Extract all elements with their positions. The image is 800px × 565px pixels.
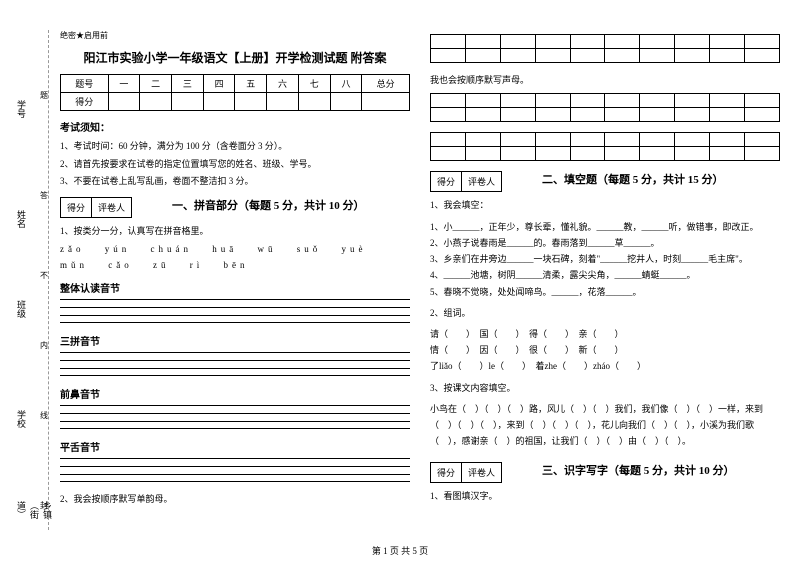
col2-instruction: 我也会按顺序默写声母。 [430, 73, 780, 87]
word-row-a: 请（ ） 国（ ） 得（ ） 亲（ ） [430, 326, 780, 342]
pinyin-grid-4[interactable] [60, 458, 410, 482]
q2-3-text: 小鸟在（ ）（ ）（ ）路，风儿（ ）（ ）我们，我们像（ ）（ ）一样，来到（… [430, 401, 780, 450]
notice-3: 3、不要在试卷上乱写乱画，卷面不整洁扣 3 分。 [60, 175, 410, 189]
th: 四 [203, 75, 235, 93]
grader-label: 评卷人 [92, 197, 132, 218]
part1-title: 一、拼音部分（每题 5 分，共计 10 分） [172, 197, 365, 218]
th: 二 [140, 75, 172, 93]
th: 题号 [61, 75, 109, 93]
score-summary-table: 题号 一 二 三 四 五 六 七 八 总分 得分 [60, 74, 410, 111]
table-row: 得分 [61, 93, 410, 111]
part2-title: 二、填空题（每题 5 分，共计 15 分） [542, 171, 724, 192]
heading-three: 三拼音节 [60, 333, 410, 348]
score-box-2: 得分 评卷人 二、填空题（每题 5 分，共计 15 分） [430, 171, 780, 192]
part3-title: 三、识字写字（每题 5 分，共计 10 分） [542, 462, 735, 483]
q1-2: 2、我会按顺序默写单韵母。 [60, 492, 410, 506]
score-label: 得分 [430, 171, 462, 192]
q2-3-head: 3、按课文内容填空。 [430, 381, 780, 395]
right-column: 我也会按顺序默写声母。 得分 评卷人 二、填空题（每题 5 分，共计 15 分）… [430, 30, 780, 512]
q3-1: 1、看图填汉字。 [430, 489, 780, 503]
word-row-b: 情（ ） 因（ ） 很（ ） 新（ ） [430, 342, 780, 358]
table-row: 题号 一 二 三 四 五 六 七 八 总分 [61, 75, 410, 93]
fill-3: 3、乡亲们在井旁边______一块石碑，刻着"______挖井人，时刻_____… [430, 251, 780, 267]
th: 五 [235, 75, 267, 93]
grader-label: 评卷人 [462, 171, 502, 192]
side-label-id: 学号 [15, 100, 28, 118]
consonant-grid-2[interactable] [430, 132, 780, 161]
heading-front: 前鼻音节 [60, 386, 410, 401]
pinyin-row2: mǔn cǎo zū rì bēn [60, 260, 410, 270]
consonant-grid-1[interactable] [430, 93, 780, 122]
fill-5: 5、春晓不觉晓，处处闻啼鸟。______，花落______。 [430, 284, 780, 300]
score-label: 得分 [430, 462, 462, 483]
score-label: 得分 [60, 197, 92, 218]
th: 七 [298, 75, 330, 93]
score-box-3: 得分 评卷人 三、识字写字（每题 5 分，共计 10 分） [430, 462, 780, 483]
seal-line-text: 封 线 内 不 答 题 [40, 40, 50, 530]
th: 六 [267, 75, 299, 93]
side-label-school: 学校 [15, 410, 28, 428]
notice-2: 2、请首先按要求在试卷的指定位置填写您的姓名、班级、学号。 [60, 158, 410, 172]
page-container: 绝密★启用前 阳江市实验小学一年级语文【上册】开学检测试题 附答案 题号 一 二… [0, 0, 800, 522]
score-box-1: 得分 评卷人 一、拼音部分（每题 5 分，共计 10 分） [60, 197, 410, 218]
word-row-c: 了liǎo（ ）le（ ） 着zhe（ ）zháo（ ） [430, 358, 780, 374]
notice-heading: 考试须知： [60, 119, 410, 134]
pinyin-grid-3[interactable] [60, 405, 410, 429]
pinyin-grid-2[interactable] [60, 352, 410, 376]
vowel-grid[interactable] [430, 34, 780, 63]
th: 三 [172, 75, 204, 93]
th: 总分 [362, 75, 410, 93]
td: 得分 [61, 93, 109, 111]
q1-1: 1、按类分一分，认真写在拼音格里。 [60, 224, 410, 238]
heading-flat: 平舌音节 [60, 439, 410, 454]
fill-4: 4、______池塘，树阴______清柔，露尖尖角，______蜻蜓_____… [430, 267, 780, 283]
fill-2: 2、小燕子说春雨是______的。春雨落到______草______。 [430, 235, 780, 251]
exam-title: 阳江市实验小学一年级语文【上册】开学检测试题 附答案 [60, 49, 410, 66]
pinyin-grid-1[interactable] [60, 299, 410, 323]
left-column: 绝密★启用前 阳江市实验小学一年级语文【上册】开学检测试题 附答案 题号 一 二… [60, 30, 410, 512]
th: 八 [330, 75, 362, 93]
pinyin-row1: zǎo yún chuán huā wū suǒ yuè [60, 244, 410, 254]
q2-2-head: 2、组词。 [430, 306, 780, 320]
heading-whole: 整体认读音节 [60, 280, 410, 295]
grader-label: 评卷人 [462, 462, 502, 483]
notice-1: 1、考试时间：60 分钟，满分为 100 分（含卷面分 3 分）。 [60, 140, 410, 154]
confidential-label: 绝密★启用前 [60, 30, 410, 41]
side-label-name: 姓名 [15, 210, 28, 228]
th: 一 [108, 75, 140, 93]
q2-1-head: 1、我会填空： [430, 198, 780, 212]
side-label-class: 班级 [15, 300, 28, 318]
page-footer: 第 1 页 共 5 页 [0, 544, 800, 557]
fill-1: 1、小______，正年少，尊长辈，懂礼貌。______教，______听，做错… [430, 219, 780, 235]
